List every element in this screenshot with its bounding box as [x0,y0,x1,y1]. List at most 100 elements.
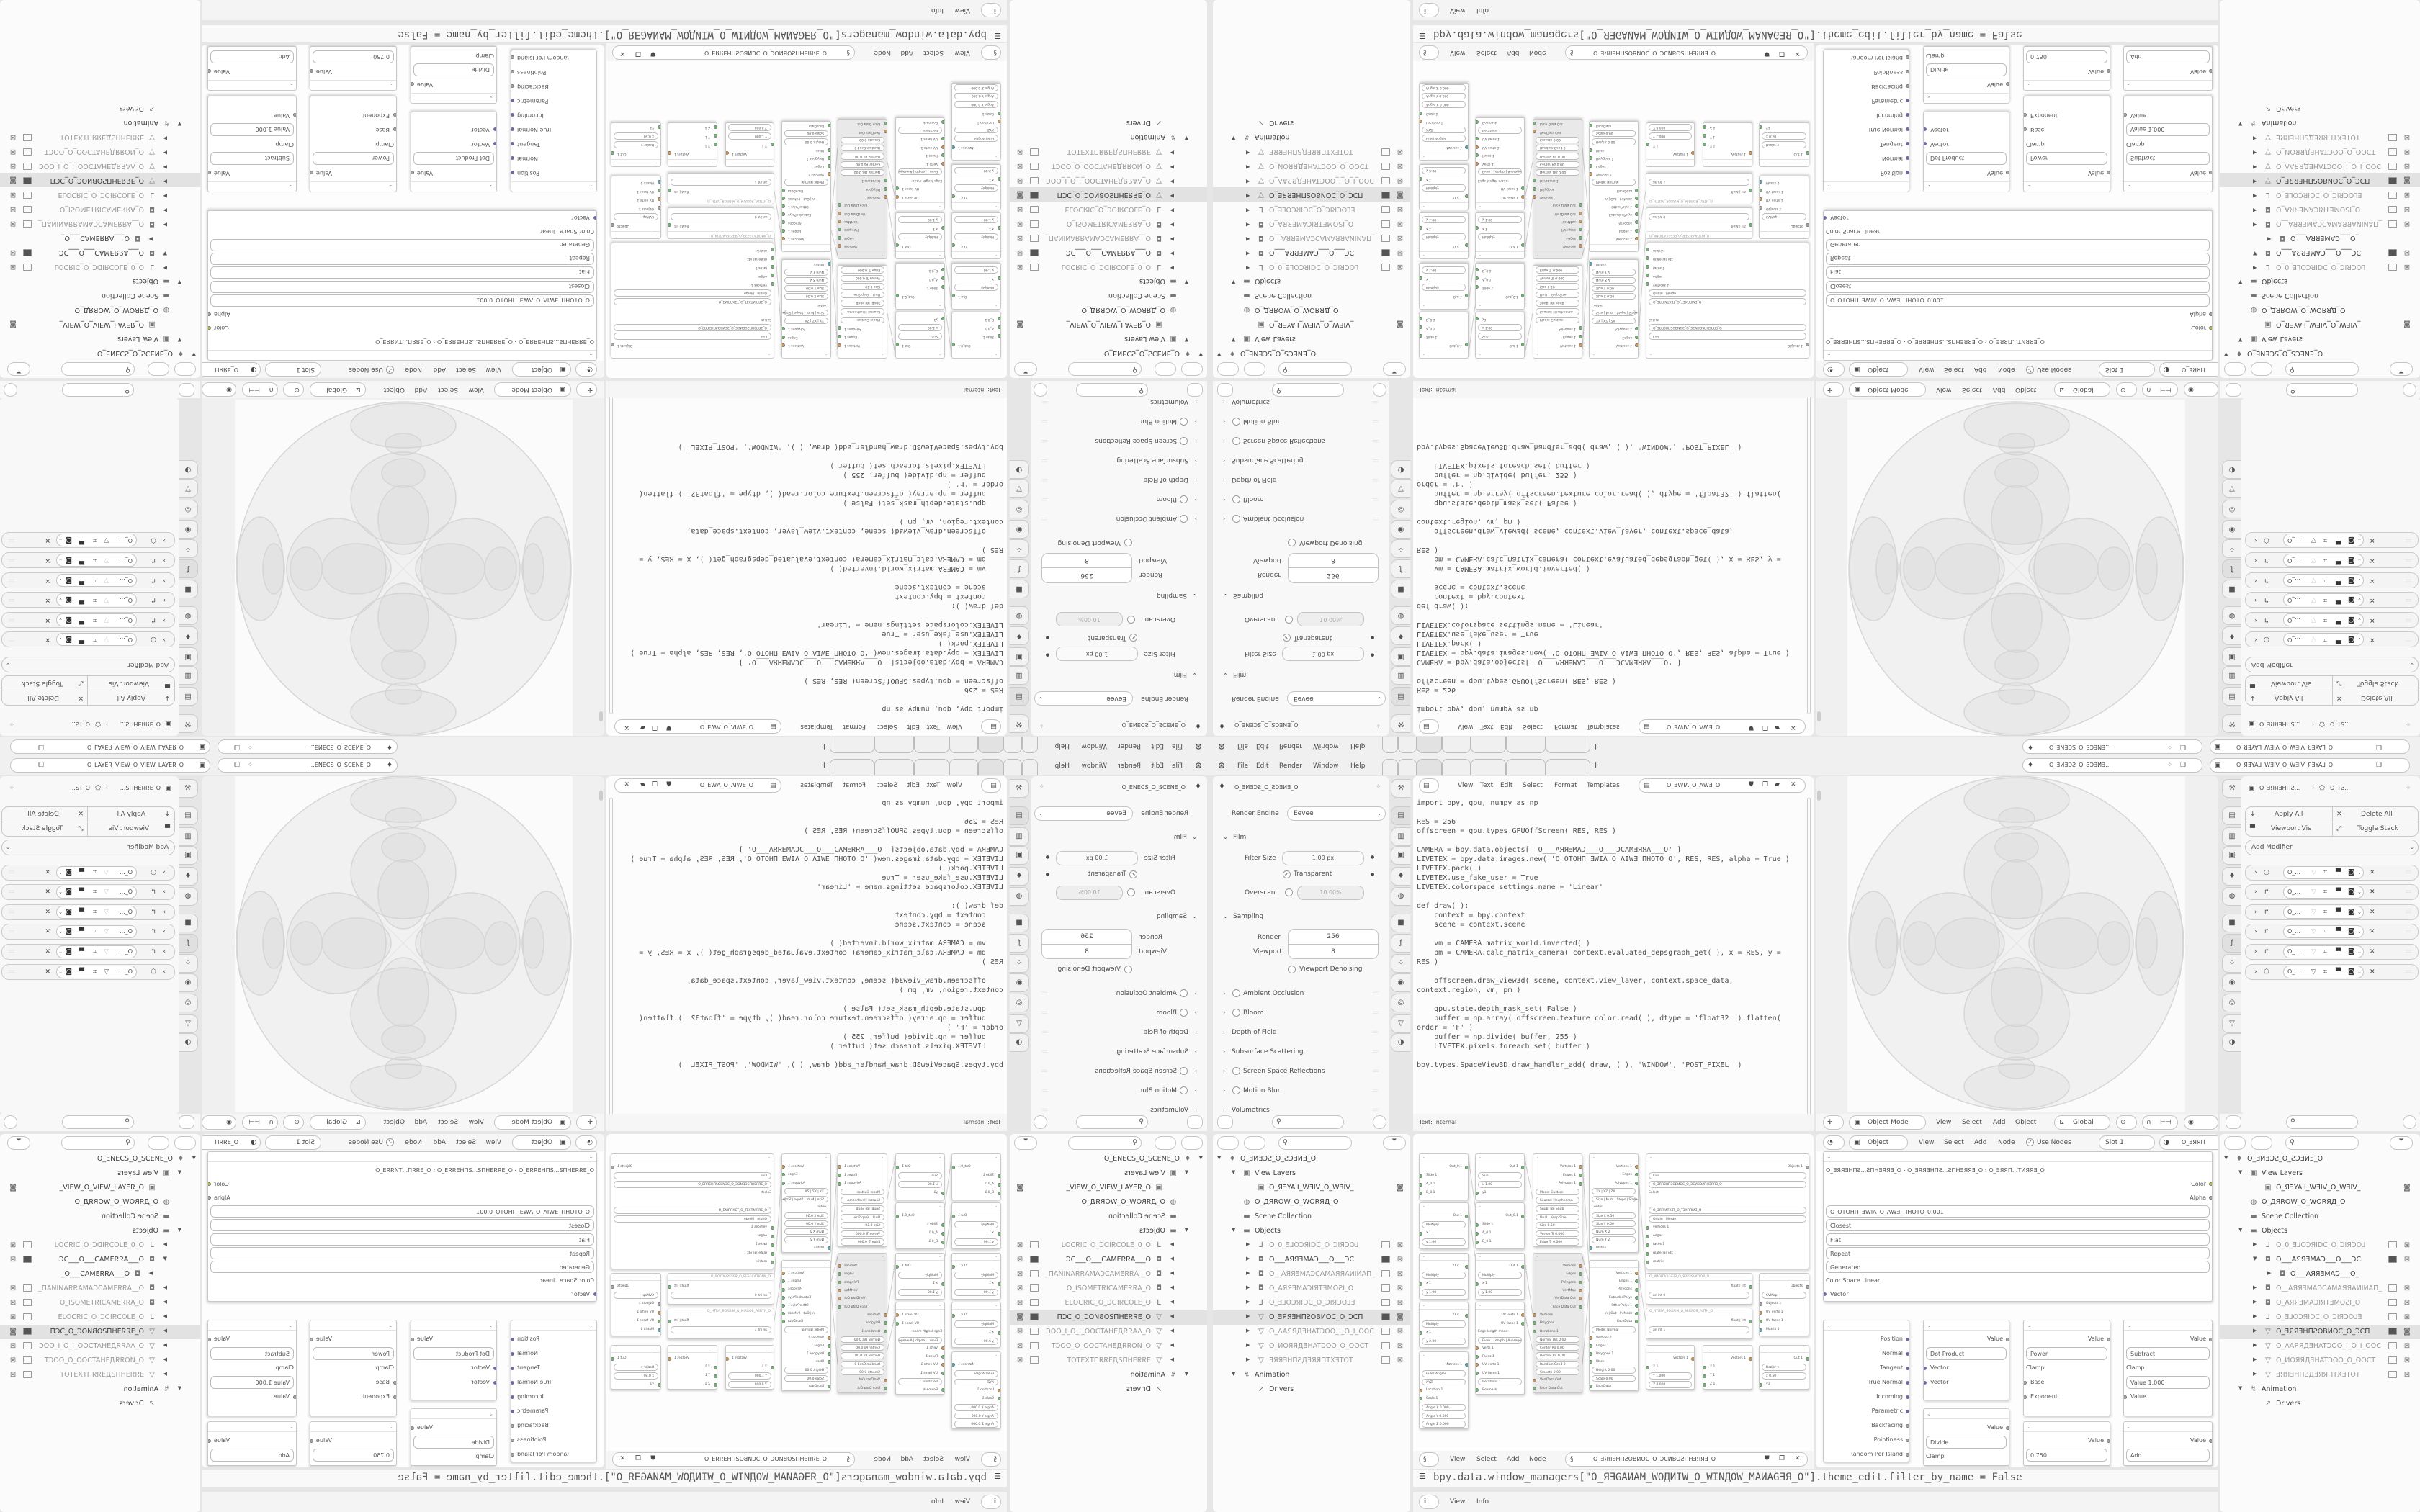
node-socket[interactable] [1906,1351,1909,1356]
subpanel-header[interactable]: Screen Space Reflections [1243,1068,1325,1075]
cage-icon[interactable]: ⌗ [92,869,97,876]
drag-handle-icon[interactable]: :::: [1373,991,1379,996]
viewport-visibility-icon[interactable] [1381,148,1390,156]
node-header[interactable]: ⌄ [952,251,1000,258]
menu-view[interactable]: View [1450,1456,1466,1463]
chevron-down-icon[interactable]: ⌄ [825,1262,828,1266]
cage-icon[interactable]: ⌗ [2323,909,2328,916]
node-socket[interactable] [1579,219,1582,223]
node-field[interactable]: Bezier y [614,1364,658,1371]
node-socket[interactable] [838,1182,841,1186]
modifier-name-field[interactable]: O_... ▽ ⌗ ▀ ◙ ⌄ [2283,554,2364,567]
node-header[interactable]: ⌄ [668,1346,717,1353]
node-header[interactable]: ⌄ [838,1254,887,1261]
outliner-item[interactable]: ▼ ◘ O___AЯЯƎMAƆ___O___ƆC ⊠ [0,245,200,259]
chevron-down-icon[interactable]: ⌄ [2357,949,2362,955]
outliner-item[interactable]: ▶ ⅃ O_0_Ǝ⅃OƆЯIDC_O_ƆIЯƆO⅃ ⊠ [1010,1238,1207,1253]
menu-edit[interactable]: Edit [1500,723,1513,730]
render-visibility-icon[interactable]: ◙ [2403,1184,2411,1192]
tab-tool[interactable]: ⚒ [1010,714,1029,733]
viewport-visibility-icon[interactable] [2388,1299,2397,1306]
tab-wrench[interactable]: ƒ [2222,559,2241,578]
tab-constraints[interactable]: ◎ [1391,500,1410,518]
remove-modifier-icon[interactable]: ✕ [2370,616,2375,624]
render-visibility-icon[interactable]: ⊠ [2403,148,2411,156]
node-field[interactable]: x 1.00 [898,324,942,331]
chevron-down-icon[interactable]: ⌄ [1827,1153,1832,1160]
editor-type-toggle[interactable] [179,383,194,397]
edit-mode-icon[interactable]: ▽ [104,577,109,584]
node[interactable]: ⌄ Value Dot Product Vector Vector [1923,1320,2009,1400]
panel-enable-checkbox[interactable] [1232,1009,1240,1017]
viewport-visibility-icon[interactable] [1030,1270,1039,1277]
remove-modifier-icon[interactable]: ✕ [45,596,50,603]
subpanel-header[interactable]: Bloom [1156,1009,1177,1017]
expand-toggle-icon[interactable]: ▶ [1170,1313,1174,1319]
node-field[interactable]: Center Ro 0.00 [1536,161,1579,168]
workspace-tab-active[interactable] [978,759,1003,775]
node-field[interactable]: XYZ [1422,1378,1466,1386]
expand-toggle-icon[interactable]: ▶ [1246,1328,1250,1333]
code-line[interactable]: LIVETEX.use_fake_user = True [1417,630,1538,638]
chevron-right-icon[interactable]: › [163,928,166,935]
chevron-down-icon[interactable]: ⌄ [2357,537,2362,543]
node-field[interactable]: Origin | Merge [614,289,771,297]
modifier-name-field[interactable]: O_... ▽ ⌗ ▀ ◙ ⌄ [2283,574,2364,587]
node[interactable]: ⌄ Value Add [2123,46,2213,91]
node-socket[interactable] [941,145,945,149]
editor-type-button[interactable]: i [1419,1495,1439,1509]
viewport-visibility-icon[interactable] [1030,264,1039,271]
menu-node[interactable]: Node [1998,366,2015,373]
render-visibility-icon[interactable]: ⊠ [9,1284,17,1292]
node-header[interactable]: ⌄ [1646,159,1694,166]
expand-toggle-icon[interactable]: ▶ [163,1356,167,1362]
fake-user-shield-icon[interactable]: ⛊ [666,724,671,731]
panel-enable-checkbox[interactable] [1180,1009,1188,1017]
node-socket[interactable] [998,1231,1001,1236]
chevron-down-icon[interactable]: ⌄ [58,949,63,955]
add-modifier-dropdown[interactable]: Add Modifier ⌄ [2245,840,2419,855]
menu-select[interactable]: Select [1962,386,1982,393]
close-icon[interactable]: ✕ [1795,50,1801,57]
tab-tool[interactable]: ⚒ [179,714,198,733]
node[interactable]: ⌄ Out_0.1 Slide 1 A_0.1 B_0.1 [895,1202,945,1249]
workspace-tab[interactable] [1398,759,1417,775]
modifier-name-field[interactable]: O_... ▽ ⌗ ▀ ◙ ⌄ [2283,925,2364,938]
node-header[interactable]: ⌄ [838,1154,887,1161]
tab-object[interactable]: ■ [2222,914,2241,932]
node-field[interactable]: y 1.00 [1478,1289,1522,1296]
node-socket[interactable] [310,1439,313,1443]
node-field[interactable]: x 0.50 [1762,132,1806,140]
expand-toggle-icon[interactable]: ▼ [2238,1227,2243,1233]
toggle-stack-button[interactable]: Toggle Stack [22,825,63,832]
node-field[interactable]: Multiply [954,1221,998,1228]
outliner-item[interactable]: ▼ ◘ O___AЯЯƎMAƆ___O___ƆC ⊠ [2220,245,2420,259]
code-line[interactable]: LIVETEX.pixels.foreach_set( buffer ) [1417,462,1590,469]
menu-file[interactable]: File [1171,742,1183,750]
tab-world[interactable]: ◍ [1010,887,1029,906]
modifier-name-field[interactable]: O_... ▽ ⌗ ▀ ◙ ⌄ [56,966,137,978]
outliner-item[interactable]: ▶ ⅃ O_0_Ǝ⅃OƆЯIDC_O_ƆIЯƆO⅃ ⊠ [0,1238,200,1253]
panel-enable-checkbox[interactable] [1180,418,1188,426]
node-socket[interactable] [884,1329,887,1333]
chevron-down-icon[interactable]: ⌄ [1762,161,1765,165]
tab-render[interactable]: ▤ [1010,806,1029,825]
new-scene-icon[interactable]: ❐ [2180,743,2187,750]
node-socket[interactable] [828,1384,831,1388]
film-chevron-icon[interactable]: ⌄ [1192,672,1197,678]
outliner-item[interactable]: ▶ ◘ O_AЯЯƎMAƆIЯTƎMOƧI_O ⊠ [1213,1282,1410,1296]
menu-format[interactable]: Format [1554,782,1577,789]
viewport-3d[interactable] [202,397,604,736]
tab-particles[interactable]: ⁘ [1391,539,1410,558]
open-folder-icon[interactable]: ▰ [1775,781,1780,788]
outliner-item[interactable]: ▼ ▣ View Layers [2220,331,2420,346]
modifier-name-field[interactable]: O_... ▽ ⌗ ▀ ◙ ⌄ [56,574,137,587]
chevron-right-icon[interactable]: › [1223,496,1226,503]
node[interactable]: ⌄ Matrices 1 Euler Angles XYZ Location 1 Scal… [1419,1351,1469,1429]
drag-handle-icon[interactable]: :::: [2406,558,2412,563]
render-camera-icon[interactable]: ◙ [2348,536,2354,544]
editor-type-button[interactable]: i [1419,3,1439,17]
viewport-vis-button[interactable]: Viewport Vis [109,680,149,687]
node-field[interactable]: Multiply [1422,1221,1466,1228]
